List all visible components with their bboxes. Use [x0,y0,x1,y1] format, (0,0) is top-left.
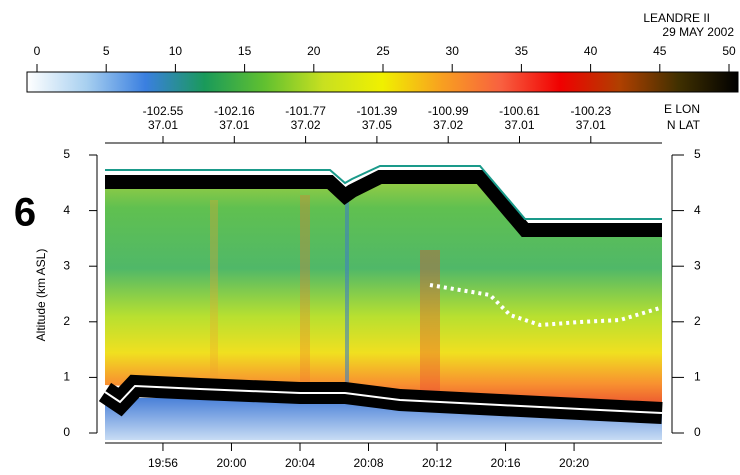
y-tick-label: 2 [63,314,70,328]
lat-label: N LAT [667,118,701,132]
colorbar-tick-label: 10 [169,44,183,58]
x-tick-label: 20:16 [491,456,521,470]
colorbar-tick-label: 25 [376,44,390,58]
colorbar-tick-label: 0 [34,44,41,58]
y2-tick-label: 0 [694,425,701,439]
y2-tick-label: 5 [694,147,701,161]
curtain [105,166,662,440]
lon-label: -101.39 [357,104,398,118]
lat-label: 37.02 [291,118,321,132]
chart: LEANDRE II 29 MAY 2002 6 E LON N LAT Alt… [0,0,740,475]
lon-label: -102.55 [143,104,184,118]
lat-label: 37.01 [504,118,534,132]
y-tick-label: 1 [63,370,70,384]
lon-label: -100.99 [428,104,469,118]
lon-label: -100.23 [570,104,611,118]
lon-label: E LON [664,102,700,116]
y-tick-label: 5 [63,147,70,161]
x-tick-label: 20:00 [216,456,246,470]
y-axis-label: Altitude (km ASL) [34,249,48,342]
lat-label: 37.01 [219,118,249,132]
title: LEANDRE II [643,11,710,25]
x-tick-label: 20:04 [285,456,315,470]
y2-tick-label: 2 [694,314,701,328]
colorbar-tick-label: 40 [584,44,598,58]
lon-label: -102.16 [214,104,255,118]
y-tick-label: 0 [63,425,70,439]
y2-tick-label: 3 [694,258,701,272]
x-tick-label: 20:12 [422,456,452,470]
colorbar [27,72,738,92]
colorbar-tick-label: 15 [238,44,252,58]
lon-label: -101.77 [285,104,326,118]
colorbar-tick-label: 45 [653,44,667,58]
y2-tick-label: 1 [694,370,701,384]
x-tick-label: 20:08 [353,456,383,470]
y2-tick-label: 4 [694,203,701,217]
subtitle: 29 MAY 2002 [662,25,734,39]
y-tick-label: 3 [63,258,70,272]
lon-label: -100.61 [499,104,540,118]
lat-label: 37.01 [148,118,178,132]
colorbar-tick-label: 5 [103,44,110,58]
lat-label: 37.02 [433,118,463,132]
colorbar-tick-label: 20 [307,44,321,58]
y-tick-label: 4 [63,203,70,217]
colorbar-tick-label: 50 [722,44,736,58]
x-tick-label: 20:20 [559,456,589,470]
colorbar-tick-label: 30 [446,44,460,58]
lat-label: 37.01 [576,118,606,132]
x-tick-label: 19:56 [148,456,178,470]
lat-label: 37.05 [362,118,392,132]
colorbar-tick-label: 35 [515,44,529,58]
panel-label: 6 [14,191,36,235]
